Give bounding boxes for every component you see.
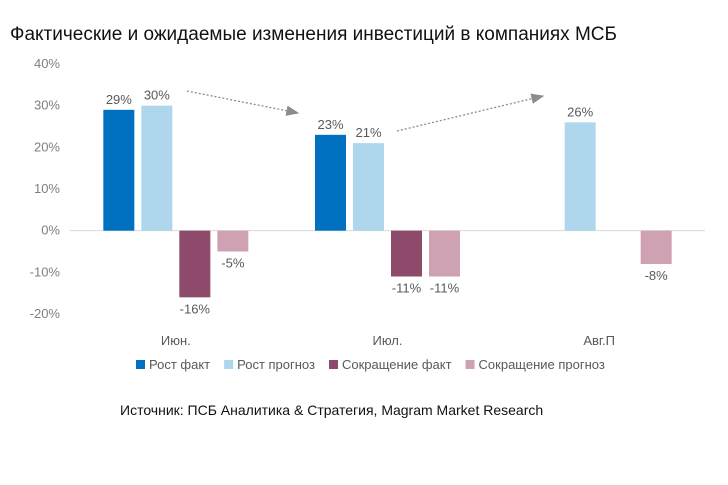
- chart-axes: 40% 30% 20% 10% 0% -10% -20% Июн. Июл. Авг.П: [30, 56, 705, 348]
- trend-arrow: [186, 90, 300, 116]
- legend-label: Рост факт: [149, 357, 210, 372]
- legend-swatch: [465, 360, 475, 369]
- data-label: 30%: [144, 88, 170, 103]
- bar: [564, 122, 596, 231]
- y-tick-label: 40%: [34, 56, 60, 71]
- y-tick-label: -20%: [30, 306, 61, 321]
- chart-data-labels: 29% 30% -16% -5% 23% 21% -11% -11% 26% -8%: [106, 88, 668, 317]
- x-category-label: Авг.П: [583, 333, 615, 348]
- y-tick-label: 10%: [34, 181, 60, 196]
- chart-legend: Рост факт Рост прогноз Сокращение факт Сокр…: [136, 357, 605, 372]
- data-label: -5%: [221, 256, 245, 271]
- data-label: 23%: [317, 117, 343, 132]
- bar: [141, 105, 173, 231]
- legend-label: Сокращение факт: [342, 357, 452, 372]
- bar: [217, 230, 249, 252]
- legend-swatch: [136, 360, 145, 369]
- data-label: -16%: [180, 301, 211, 316]
- data-label: -11%: [430, 281, 460, 296]
- trend-arrow: [396, 93, 545, 132]
- data-label: 29%: [106, 92, 132, 107]
- bar: [353, 143, 384, 231]
- trend-arrows: [186, 90, 545, 132]
- x-category-label: Июл.: [372, 333, 402, 348]
- bar: [429, 230, 460, 277]
- bar: [103, 109, 135, 231]
- x-category-label: Июн.: [161, 333, 191, 348]
- legend-label: Сокращение прогноз: [479, 357, 605, 372]
- data-label: 26%: [567, 104, 593, 119]
- y-tick-label: 0%: [41, 223, 60, 238]
- legend-swatch: [224, 360, 234, 369]
- data-label: -8%: [645, 268, 669, 283]
- bar: [640, 230, 672, 264]
- legend-swatch: [328, 360, 338, 369]
- bar-chart: 40% 30% 20% 10% 0% -10% -20% Июн. Июл. Авг.П 29% 3…: [30, 56, 705, 372]
- y-tick-label: -10%: [30, 264, 61, 279]
- chart-title: Фактические и ожидаемые изменения инвест…: [10, 24, 617, 45]
- legend-label: Рост прогноз: [237, 357, 315, 372]
- source-note: Источник: ПСБ Аналитика & Стратегия, Mag…: [120, 402, 544, 418]
- chart-bars: [103, 105, 672, 298]
- y-tick-label: 20%: [34, 139, 60, 154]
- bar: [315, 134, 346, 231]
- data-label: 21%: [355, 125, 381, 140]
- bar: [391, 230, 422, 277]
- bar: [179, 230, 211, 298]
- y-tick-label: 30%: [34, 98, 60, 113]
- data-label: -11%: [392, 281, 422, 296]
